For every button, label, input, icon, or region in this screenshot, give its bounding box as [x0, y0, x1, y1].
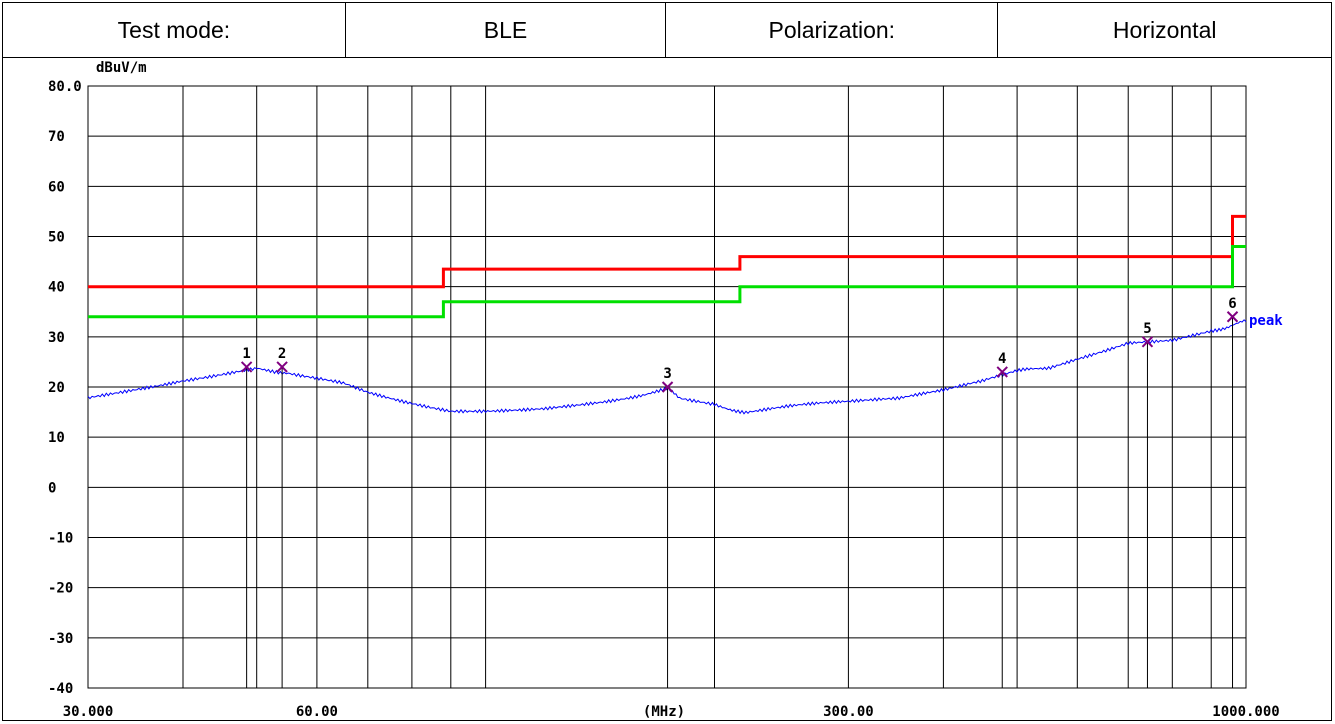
marker-layer: 1 2 3 4 5 6 [240, 296, 1239, 688]
y-tick-label: 40 [48, 280, 65, 296]
polarization-value: Horizontal [997, 2, 1332, 58]
grid-lines [87, 85, 1247, 689]
x-tick-label: 30.000 [63, 704, 114, 720]
y-tick-label: -40 [48, 681, 73, 697]
marker-label: 6 [1228, 296, 1236, 312]
series-peak-label: peak [1249, 313, 1283, 329]
marker-x [996, 366, 1008, 378]
y-tick-label: 30 [48, 330, 65, 346]
y-tick-label: -20 [48, 581, 73, 597]
marker-label: 4 [998, 351, 1006, 367]
y-axis-unit: dBuV/m [96, 60, 147, 76]
series-layer [87, 214, 1247, 415]
y-tick-label: 20 [48, 380, 65, 396]
y-tick-label: -10 [48, 531, 73, 547]
y-tick-label: 0 [48, 480, 56, 496]
x-tick-label: 300.00 [823, 704, 874, 720]
tick-labels: 80.0 70 60 50 40 30 20 10 0 -10 -20 -30 -40 30.000 60.… [48, 79, 1280, 720]
marker-label: 5 [1143, 321, 1151, 337]
y-tick-label: 80.0 [48, 79, 82, 95]
polarization-label: Polarization: [665, 2, 999, 58]
marker-x [240, 361, 253, 373]
test-mode-value: BLE [344, 2, 667, 58]
marker-x [1141, 336, 1154, 348]
y-tick-label: -30 [48, 631, 73, 647]
y-tick-label: 10 [48, 430, 65, 446]
y-tick-label: 70 [48, 129, 65, 145]
x-axis-unit: (MHz) [643, 704, 685, 720]
marker-label: 1 [242, 346, 250, 362]
marker-x [661, 381, 674, 393]
marker-x [1226, 311, 1239, 323]
marker-label: 2 [278, 346, 286, 362]
x-tick-label: 1000.000 [1212, 704, 1279, 720]
test-mode-label: Test mode: [2, 2, 346, 58]
y-tick-label: 50 [48, 230, 65, 246]
marker-label: 3 [663, 366, 671, 382]
limit-line-red [88, 214, 1246, 289]
x-tick-label: 60.00 [296, 704, 338, 720]
test-info-header: Test mode: BLE Polarization: Horizontal [2, 2, 1332, 58]
limit-line-green [88, 245, 1246, 319]
y-tick-label: 60 [48, 179, 65, 195]
marker-x [276, 361, 288, 373]
